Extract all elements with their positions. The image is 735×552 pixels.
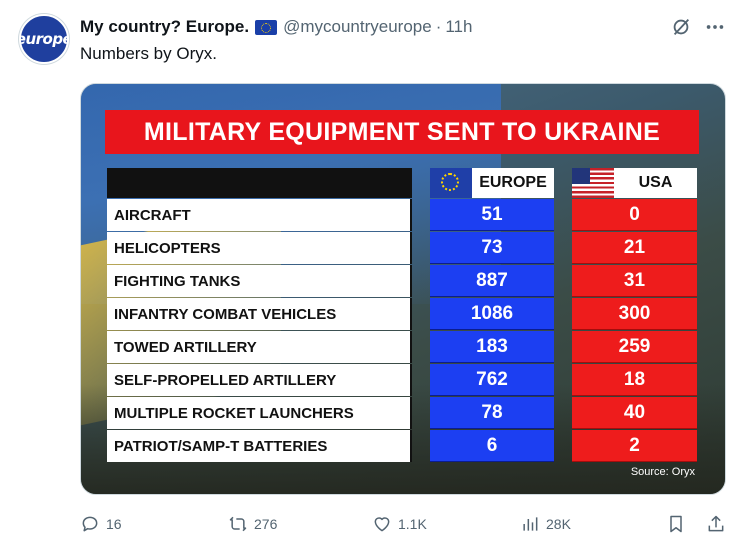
image-title-banner: MILITARY EQUIPMENT SENT TO UKRAINE [105, 110, 699, 154]
usa-value: 40 [572, 397, 697, 429]
usa-value: 259 [572, 331, 697, 363]
table-row: HELICOPTERS 73 21 [107, 232, 697, 265]
handle[interactable]: @mycountryeurope [283, 17, 432, 36]
views-icon [523, 517, 538, 531]
repost-count: 276 [254, 516, 278, 532]
eu-flag-icon [430, 168, 472, 198]
tweet-text: Numbers by Oryx. [80, 44, 217, 63]
europe-value: 762 [430, 364, 554, 396]
action-bar: 16 276 1.1K 28K [80, 512, 726, 536]
avatar[interactable]: europe [19, 14, 69, 64]
tweet-image[interactable]: MILITARY EQUIPMENT SENT TO UKRAINE EUROP… [80, 83, 726, 495]
europe-value: 73 [430, 232, 554, 264]
more-icon[interactable] [704, 16, 726, 38]
timestamp[interactable]: 11h [445, 17, 473, 36]
usa-value: 21 [572, 232, 697, 264]
table-row: MULTIPLE ROCKET LAUNCHERS 78 40 [107, 397, 697, 430]
equipment-label: HELICOPTERS [107, 232, 412, 264]
usa-value: 18 [572, 364, 697, 396]
image-source: Source: Oryx [630, 466, 695, 478]
views-count: 28K [546, 516, 571, 532]
usa-column-label: USA [638, 174, 673, 191]
eu-flag-icon [255, 19, 278, 35]
bookmark-button[interactable] [666, 512, 686, 536]
usa-value: 2 [572, 430, 697, 462]
usa-column-header: USA [572, 168, 697, 198]
like-count: 1.1K [398, 516, 427, 532]
equipment-label: TOWED ARTILLERY [107, 331, 412, 363]
us-flag-icon [572, 168, 614, 198]
europe-value: 78 [430, 397, 554, 429]
europe-value: 887 [430, 265, 554, 297]
usa-value: 300 [572, 298, 697, 330]
europe-column-header: EUROPE [430, 168, 554, 198]
bookmark-icon [670, 515, 682, 533]
repost-icon [229, 516, 247, 532]
reply-count: 16 [106, 516, 122, 532]
equipment-label: MULTIPLE ROCKET LAUNCHERS [107, 397, 412, 429]
like-icon [374, 517, 390, 532]
equipment-label: AIRCRAFT [107, 199, 412, 231]
europe-value: 51 [430, 199, 554, 231]
europe-value: 1086 [430, 298, 554, 330]
views-button[interactable]: 28K [520, 512, 571, 536]
table-row: FIGHTING TANKS 887 31 [107, 265, 697, 298]
grok-icon[interactable] [670, 16, 692, 38]
table-header-blank [107, 168, 412, 198]
tweet-header: My country? Europe. @mycountryeurope · 1… [80, 16, 472, 38]
usa-value: 31 [572, 265, 697, 297]
table-row: INFANTRY COMBAT VEHICLES 1086 300 [107, 298, 697, 331]
reply-button[interactable]: 16 [80, 512, 122, 536]
europe-value: 183 [430, 331, 554, 363]
repost-button[interactable]: 276 [228, 512, 277, 536]
avatar-text: europe [21, 30, 67, 48]
reply-icon [82, 516, 98, 532]
table-row: SELF-PROPELLED ARTILLERY 762 18 [107, 364, 697, 397]
share-button[interactable] [706, 512, 726, 536]
equipment-label: SELF-PROPELLED ARTILLERY [107, 364, 412, 396]
equipment-label: INFANTRY COMBAT VEHICLES [107, 298, 412, 330]
display-name[interactable]: My country? Europe. [80, 17, 250, 36]
image-title: MILITARY EQUIPMENT SENT TO UKRAINE [143, 117, 661, 146]
table-row: AIRCRAFT 51 0 [107, 199, 697, 232]
equipment-label: FIGHTING TANKS [107, 265, 412, 297]
equipment-label: PATRIOT/SAMP-T BATTERIES [107, 430, 412, 462]
europe-value: 6 [430, 430, 554, 462]
separator-dot: · [435, 17, 442, 36]
table-row: TOWED ARTILLERY 183 259 [107, 331, 697, 364]
usa-value: 0 [572, 199, 697, 231]
share-icon [708, 515, 724, 532]
table-row: PATRIOT/SAMP-T BATTERIES 6 2 [107, 430, 697, 463]
like-button[interactable]: 1.1K [372, 512, 427, 536]
europe-column-label: EUROPE [479, 174, 547, 191]
